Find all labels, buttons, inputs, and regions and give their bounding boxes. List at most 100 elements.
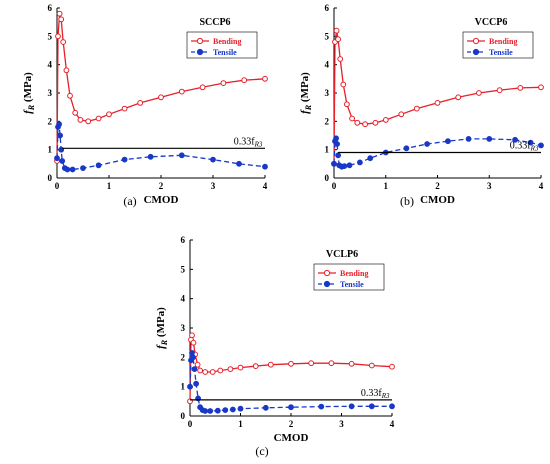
data-point-bending (434, 100, 441, 106)
data-point-tensile (346, 162, 353, 169)
y-axis-label-subscript: R (27, 104, 36, 111)
x-tick-label: 1 (238, 419, 243, 429)
data-point-bending (496, 87, 503, 94)
y-tick-label: 1 (181, 382, 186, 392)
x-axis-label: CMOD (144, 194, 179, 206)
y-tick-label: 3 (48, 88, 53, 98)
y-tick-label: 6 (325, 3, 330, 13)
data-point-tensile (57, 132, 63, 139)
x-tick-label: 4 (390, 419, 395, 429)
legend-label: Bending (213, 37, 241, 46)
x-tick-label: 2 (435, 181, 440, 191)
data-point-bending (354, 119, 361, 126)
data-point-bending (209, 369, 216, 375)
data-point-tensile (64, 166, 71, 173)
data-point-bending (85, 118, 92, 125)
data-point-tensile (193, 380, 200, 387)
legend-swatch-marker (472, 37, 480, 45)
legend: Bending Tensile (313, 263, 385, 291)
data-point-tensile (121, 156, 128, 163)
y-tick-label: 4 (325, 60, 330, 70)
data-point-bending (476, 90, 482, 96)
y-tick-label: 3 (181, 323, 186, 333)
legend-swatch-marker (196, 37, 204, 45)
y-tick-label: 2 (48, 116, 53, 126)
data-point-bending (538, 84, 544, 91)
data-point-bending (202, 369, 209, 375)
data-point-tensile (214, 407, 221, 414)
data-point-tensile (95, 162, 102, 169)
data-point-tensile (230, 406, 236, 413)
panel-caption: (c) (255, 444, 268, 458)
data-point-bending (517, 85, 524, 91)
y-axis-label: fR (MPa) (22, 72, 36, 114)
y-tick-label: 5 (325, 31, 330, 41)
legend: Bending Tensile (462, 31, 534, 59)
data-point-bending (362, 121, 369, 128)
y-axis-label-subscript: R (304, 104, 313, 111)
data-point-tensile (424, 141, 431, 147)
data-point-tensile (210, 156, 216, 163)
data-point-tensile (318, 403, 325, 410)
data-point-bending (241, 77, 248, 84)
series-line-tensile (56, 123, 266, 171)
data-point-tensile (187, 383, 193, 390)
threshold-annotation-subscript: R3 (381, 392, 390, 400)
panel-caption: (b) (400, 194, 414, 208)
x-tick-label: 0 (332, 181, 337, 191)
threshold-annotation-subscript: R3 (254, 140, 263, 148)
data-point-bending (77, 117, 84, 123)
data-point-bending (58, 16, 65, 23)
data-point-bending (189, 332, 195, 339)
data-point-tensile (262, 404, 269, 411)
data-point-tensile (333, 135, 340, 142)
data-point-tensile (69, 166, 76, 173)
threshold-annotation: 0.33fR3 (510, 141, 539, 153)
y-axis-label-unit: (MPa) (155, 307, 167, 340)
y-tick-label: 0 (48, 173, 53, 183)
y-tick-label: 0 (181, 411, 186, 421)
data-point-tensile (54, 155, 60, 162)
data-point-bending (413, 105, 420, 112)
legend-swatch-marker (323, 280, 331, 288)
x-tick-label: 0 (55, 181, 60, 191)
data-point-tensile (222, 407, 229, 414)
data-point-tensile (368, 403, 375, 410)
data-point-tensile (357, 159, 363, 166)
y-tick-label: 4 (48, 60, 53, 70)
data-point-bending (67, 92, 73, 99)
data-point-tensile (288, 404, 294, 411)
data-point-tensile (190, 354, 196, 361)
data-point-bending (398, 111, 405, 118)
data-point-bending (178, 88, 185, 95)
data-point-bending (335, 36, 342, 43)
data-point-bending (348, 360, 355, 367)
data-point-bending (368, 362, 375, 369)
data-point-tensile (147, 153, 154, 160)
data-point-bending (344, 101, 350, 108)
data-point-bending (194, 361, 201, 368)
legend-swatch-marker (323, 269, 331, 277)
data-point-tensile (486, 136, 493, 142)
threshold-annotation-subscript: R3 (530, 145, 539, 153)
data-point-bending (199, 84, 206, 91)
x-tick-label: 4 (539, 181, 544, 191)
data-point-tensile (512, 136, 518, 143)
x-tick-label: 1 (384, 181, 389, 191)
y-axis-label-symbol: f (155, 344, 167, 349)
data-point-tensile (80, 165, 86, 172)
threshold-annotation-text: 0.33f (361, 388, 383, 399)
data-point-tensile (335, 152, 342, 159)
data-point-tensile (56, 121, 62, 128)
data-point-bending (308, 360, 315, 367)
y-tick-label: 6 (181, 235, 186, 245)
data-point-tensile (527, 139, 534, 146)
y-tick-label: 6 (48, 3, 53, 13)
data-point-tensile (178, 152, 185, 159)
data-point-bending (56, 10, 63, 17)
data-point-bending (262, 75, 268, 82)
data-point-bending (197, 367, 204, 374)
x-tick-label: 0 (188, 419, 193, 429)
data-point-bending (237, 364, 244, 371)
